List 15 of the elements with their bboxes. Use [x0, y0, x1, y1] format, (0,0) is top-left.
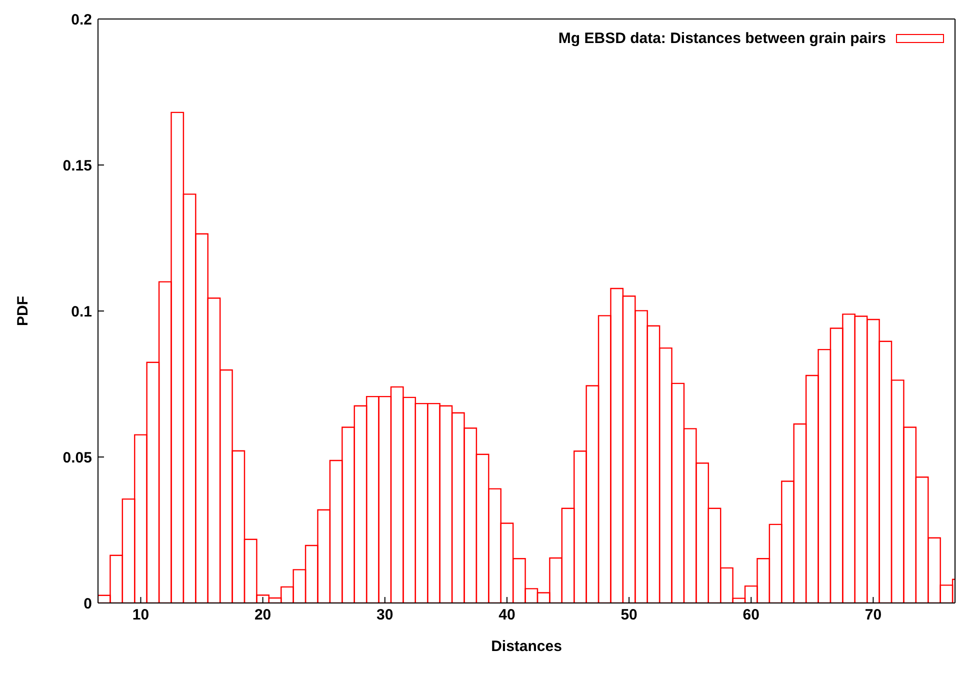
x-tick-label: 70	[864, 606, 882, 624]
y-tick-label: 0	[84, 595, 92, 612]
x-tick-label: 60	[742, 606, 760, 624]
legend-label: Mg EBSD data: Distances between grain pairs	[558, 30, 886, 47]
x-tick-label: 20	[254, 606, 272, 624]
x-tick-label: 50	[620, 606, 638, 624]
x-tick-label: 30	[376, 606, 394, 624]
x-tick-label: 40	[498, 606, 516, 624]
y-tick-label: 0.2	[71, 11, 92, 28]
y-axis-title: PDF	[14, 296, 32, 326]
x-axis-title: Distances	[491, 638, 562, 655]
y-tick-label: 0.05	[62, 449, 92, 466]
y-tick-label: 0.1	[71, 303, 92, 320]
x-tick-label: 10	[132, 606, 150, 624]
y-tick-label: 0.15	[62, 157, 92, 174]
